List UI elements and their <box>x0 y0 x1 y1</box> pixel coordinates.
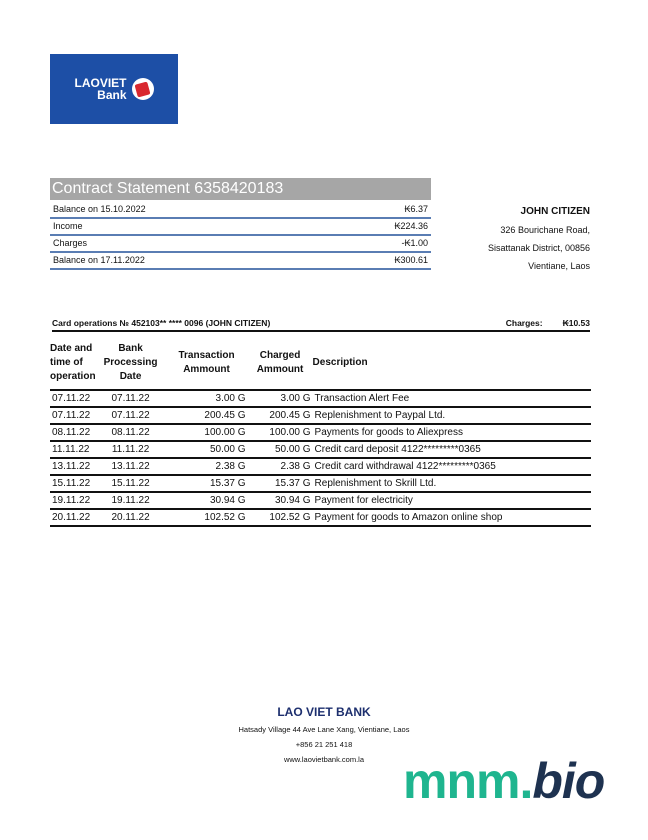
column-header: Transaction Ammount <box>165 336 248 391</box>
table-cell: 19.11.22 <box>50 492 96 510</box>
table-row: 15.11.22 15.11.22 15.37 G 15.37 G Replenishm… <box>50 475 591 493</box>
summary-row: Balance on 17.11.2022 ₭300.61 <box>50 253 431 270</box>
table-cell: Credit card deposit 4122*********0365 <box>312 441 591 459</box>
table-cell: 100.00 G <box>165 424 248 442</box>
table-row: 13.11.22 13.11.22 2.38 G 2.38 G Credit card … <box>50 458 591 476</box>
table-cell: 08.11.22 <box>95 424 166 442</box>
footer-website[interactable]: www.laovietbank.com.la <box>283 755 365 764</box>
table-cell: 07.11.22 <box>50 389 96 408</box>
table-cell: 19.11.22 <box>95 492 166 510</box>
summary-label: Balance on 15.10.2022 <box>53 204 146 214</box>
table-cell: 13.11.22 <box>95 458 166 476</box>
table-cell: Payments for goods to Aliexpress <box>312 424 591 442</box>
watermark-part1: mnm. <box>403 753 533 809</box>
table-cell: 11.11.22 <box>50 441 96 459</box>
charges-value: ₭10.53 <box>562 318 590 328</box>
summary-row: Income ₭224.36 <box>50 219 431 236</box>
table-cell: 07.11.22 <box>95 407 166 425</box>
table-row: 19.11.22 19.11.22 30.94 G 30.94 G Payment fo… <box>50 492 591 510</box>
address-line: Sisattanak District, 00856 <box>487 243 590 253</box>
table-cell: 15.11.22 <box>95 475 166 493</box>
table-cell: Transaction Alert Fee <box>312 389 591 408</box>
customer-address: JOHN CITIZEN 326 Bourichane Road, Sisatt… <box>488 203 590 275</box>
address-line: Vientiane, Laos <box>528 261 590 271</box>
transactions-table: Date and time of operation Bank Processi… <box>50 336 591 527</box>
footer-address: Hatsady Village 44 Ave Lane Xang, Vienti… <box>238 725 410 734</box>
table-cell: 30.94 G <box>247 492 313 510</box>
table-row: 08.11.22 08.11.22 100.00 G 100.00 G Payments… <box>50 424 591 442</box>
table-cell: 11.11.22 <box>95 441 166 459</box>
table-cell: 08.11.22 <box>50 424 96 442</box>
table-header-row: Date and time of operation Bank Processi… <box>50 336 591 391</box>
table-row: 07.11.22 07.11.22 200.45 G 200.45 G Replenis… <box>50 407 591 425</box>
watermark-part2: bio <box>532 753 605 809</box>
column-header: Date and time of operation <box>50 336 96 391</box>
footer-bank-name: LAO VIET BANK <box>277 705 371 719</box>
table-cell: 20.11.22 <box>50 509 96 527</box>
logo-text-line2: Bank <box>97 88 127 102</box>
charges-label: Charges: <box>505 318 543 328</box>
summary-value: ₭300.61 <box>394 255 428 265</box>
table-cell: 100.00 G <box>247 424 313 442</box>
table-cell: 50.00 G <box>247 441 313 459</box>
customer-name: JOHN CITIZEN <box>520 206 590 217</box>
summary-value: ₭6.37 <box>404 204 428 214</box>
table-cell: 15.37 G <box>247 475 313 493</box>
table-cell: 102.52 G <box>165 509 248 527</box>
address-line: 326 Bourichane Road, <box>500 225 590 235</box>
bank-logo: LAOVIET Bank <box>50 54 178 124</box>
table-row: 07.11.22 07.11.22 3.00 G 3.00 G Transaction … <box>50 389 591 408</box>
column-header: Charged Ammount <box>247 336 313 391</box>
logo-text-line1: LAOVIET <box>74 76 127 90</box>
logo-mark-icon <box>131 78 154 100</box>
summary-row: Charges -₭1.00 <box>50 236 431 253</box>
table-cell: 15.37 G <box>165 475 248 493</box>
summary-label: Charges <box>53 238 88 248</box>
statement-title: Contract Statement 6358420183 <box>50 178 431 200</box>
table-row: 11.11.22 11.11.22 50.00 G 50.00 G Credit car… <box>50 441 591 459</box>
footer: LAO VIET BANK Hatsady Village 44 Ave Lan… <box>0 704 648 767</box>
table-cell: 50.00 G <box>165 441 248 459</box>
table-cell: 102.52 G <box>247 509 313 527</box>
summary-label: Balance on 17.11.2022 <box>53 255 145 265</box>
column-header: Bank Processing Date <box>95 336 166 391</box>
table-cell: 30.94 G <box>165 492 248 510</box>
summary-label: Income <box>53 221 83 231</box>
summary-row: Balance on 15.10.2022 ₭6.37 <box>50 202 431 219</box>
table-cell: Credit card withdrawal 4122*********0365 <box>312 458 591 476</box>
summary-value: -₭1.00 <box>401 238 428 248</box>
table-cell: 15.11.22 <box>50 475 96 493</box>
table-cell: 200.45 G <box>247 407 313 425</box>
table-cell: 2.38 G <box>247 458 313 476</box>
table-cell: Replenishment to Skrill Ltd. <box>312 475 591 493</box>
table-cell: 2.38 G <box>165 458 248 476</box>
table-cell: 13.11.22 <box>50 458 96 476</box>
table-cell: Payment for goods to Amazon online shop <box>312 509 591 527</box>
column-header: Description <box>312 336 591 391</box>
card-operations-label: Card operations № 452103** **** 0096 (JO… <box>52 318 271 328</box>
summary-value: ₭224.36 <box>394 221 428 231</box>
footer-phone: +856 21 251 418 <box>295 740 353 749</box>
table-cell: Payment for electricity <box>312 492 591 510</box>
table-cell: Replenishment to Paypal Ltd. <box>312 407 591 425</box>
table-cell: 200.45 G <box>165 407 248 425</box>
table-cell: 20.11.22 <box>95 509 166 527</box>
card-operations-header: Card operations № 452103** **** 0096 (JO… <box>52 318 590 332</box>
table-cell: 3.00 G <box>165 389 248 408</box>
table-row: 20.11.22 20.11.22 102.52 G 102.52 G Payment … <box>50 509 591 527</box>
table-cell: 07.11.22 <box>50 407 96 425</box>
table-cell: 07.11.22 <box>95 389 166 408</box>
watermark: mnm.bio <box>403 752 605 810</box>
table-cell: 3.00 G <box>247 389 313 408</box>
